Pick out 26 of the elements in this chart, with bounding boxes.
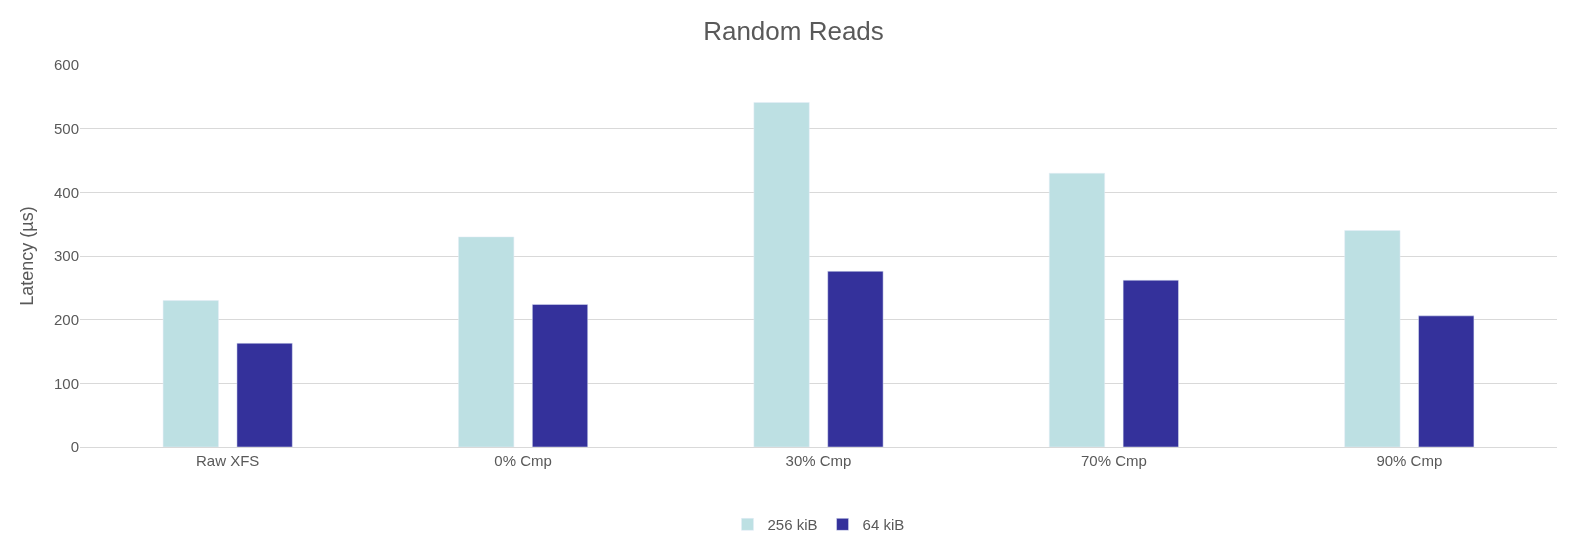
bar xyxy=(1418,315,1475,447)
y-tick-label: 300 xyxy=(53,247,79,265)
bar xyxy=(1344,230,1401,447)
y-tick-label: 600 xyxy=(53,56,79,74)
x-tick-label: 70% Cmp xyxy=(1080,452,1147,469)
y-tick-label: 500 xyxy=(53,119,79,137)
bar xyxy=(532,304,588,447)
y-tick-label: 200 xyxy=(53,310,79,328)
x-tick-label: Raw XFS xyxy=(196,452,260,469)
y-tick-label: 0 xyxy=(70,438,79,456)
x-tick-label: 0% Cmp xyxy=(494,452,552,469)
chart-title: Random Reads xyxy=(703,16,884,47)
bar xyxy=(162,300,219,447)
bar xyxy=(1049,172,1105,447)
bar xyxy=(827,271,884,447)
y-tick-label: 100 xyxy=(53,374,79,392)
x-tick-label: 30% Cmp xyxy=(785,452,852,469)
bar xyxy=(458,236,515,447)
legend-label: 64 kiB xyxy=(862,516,905,534)
y-tick-label: 400 xyxy=(53,183,79,201)
x-tick-label: 90% Cmp xyxy=(1376,452,1443,469)
legend-label: 256 kiB xyxy=(767,516,818,534)
bar xyxy=(753,102,810,447)
bar xyxy=(236,342,293,447)
y-axis-title: Latency (µs) xyxy=(17,206,38,306)
bar xyxy=(1122,279,1179,447)
